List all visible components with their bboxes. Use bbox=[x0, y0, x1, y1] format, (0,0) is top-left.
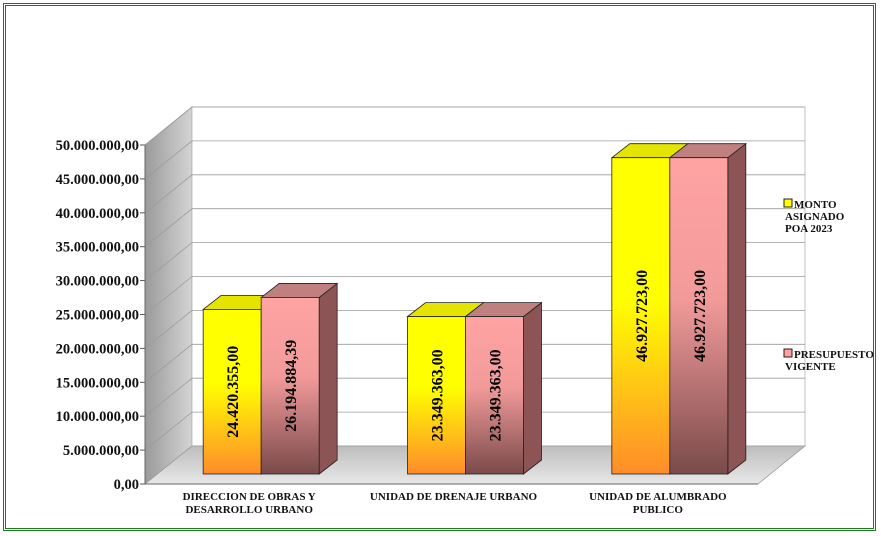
x-category-label: DESARROLLO URBANO bbox=[185, 504, 313, 516]
x-category-label: UNIDAD DE DRENAJE URBANO bbox=[370, 491, 538, 503]
y-tick-label: 45.000.000,00 bbox=[56, 172, 139, 188]
bar-side bbox=[727, 142, 747, 475]
bar-1-2: 46.927.723,00 bbox=[668, 142, 747, 475]
y-tick-label: 20.000.000,00 bbox=[56, 341, 139, 357]
legend-swatch bbox=[783, 348, 793, 358]
bar-side bbox=[523, 301, 542, 475]
legend-label: MONTO bbox=[794, 199, 837, 211]
data-label: 26.194.884,39 bbox=[283, 340, 300, 432]
gridline bbox=[144, 242, 805, 281]
data-label: 23.349.363,00 bbox=[430, 349, 447, 441]
bar-1-0: 26.194.884,39 bbox=[260, 282, 339, 475]
bar-front bbox=[669, 157, 729, 475]
bar-front bbox=[465, 316, 524, 475]
gridline bbox=[144, 343, 805, 383]
legend-label: VIGENTE bbox=[785, 361, 836, 373]
data-label: 46.927.723,00 bbox=[692, 270, 709, 362]
y-tick-label: 35.000.000,00 bbox=[56, 240, 139, 256]
y-tick-label: 25.000.000,00 bbox=[56, 308, 139, 324]
legend-label: ASIGNADO bbox=[785, 211, 845, 223]
bar-front bbox=[202, 309, 262, 475]
bar-front bbox=[611, 157, 671, 475]
gridline bbox=[144, 276, 805, 315]
y-tick-label: 40.000.000,00 bbox=[56, 206, 139, 222]
legend-swatch bbox=[783, 198, 793, 208]
y-tick-label: 0,00 bbox=[114, 477, 139, 493]
gridline bbox=[144, 174, 805, 214]
bar-front bbox=[260, 297, 320, 475]
y-tick-label: 5.000.000,00 bbox=[63, 443, 139, 459]
y-tick-label: 15.000.000,00 bbox=[56, 375, 139, 391]
y-tick-label: 10.000.000,00 bbox=[56, 409, 139, 425]
gridline bbox=[144, 309, 805, 349]
y-tick-label: 50.000.000,00 bbox=[56, 138, 139, 154]
data-label: 46.927.723,00 bbox=[634, 270, 651, 362]
bar-side bbox=[318, 282, 338, 475]
legend-label: PRESUPUESTO bbox=[794, 349, 874, 361]
legend-label: POA 2023 bbox=[785, 223, 833, 235]
gridline bbox=[144, 377, 805, 417]
x-category-label: UNIDAD DE ALUMBRADO bbox=[589, 491, 727, 503]
data-label: 24.420.355,00 bbox=[225, 346, 242, 438]
bar-1-1: 23.349.363,00 bbox=[464, 301, 543, 475]
gridline bbox=[144, 208, 805, 248]
gridline bbox=[144, 140, 805, 180]
gridline bbox=[144, 411, 805, 451]
gridline bbox=[144, 106, 805, 146]
bar-front bbox=[407, 316, 466, 475]
y-tick-label: 30.000.000,00 bbox=[56, 274, 139, 290]
x-category-label: PUBLICO bbox=[633, 504, 684, 516]
x-category-label: DIRECCION DE OBRAS Y bbox=[183, 491, 316, 503]
data-label: 23.349.363,00 bbox=[488, 349, 505, 441]
